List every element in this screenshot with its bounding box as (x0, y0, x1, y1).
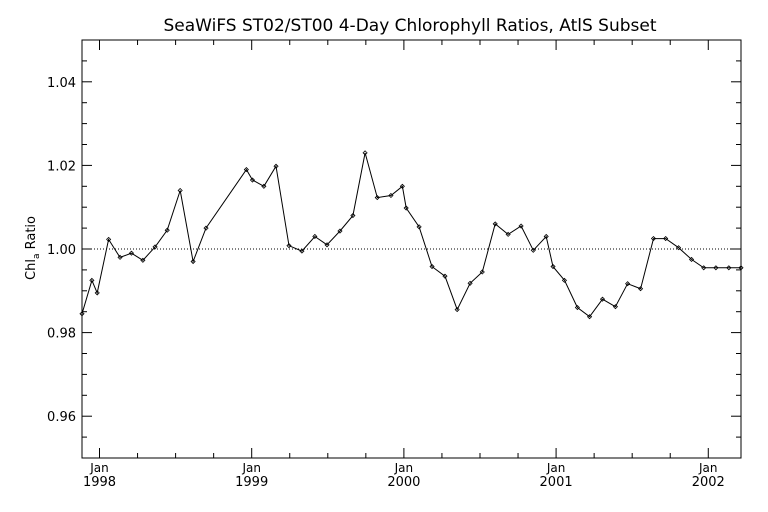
series-line (81, 152, 741, 318)
x-tick-year-label: 2002 (692, 475, 725, 490)
data-point (650, 235, 657, 242)
data-point (152, 244, 158, 250)
data-point (454, 307, 460, 313)
y-axis-label: Chla Ratio (24, 216, 42, 280)
data-point (106, 236, 112, 242)
data-point (243, 167, 249, 173)
plot-frame (81, 39, 742, 459)
data-point (550, 263, 556, 270)
data-point (177, 187, 183, 194)
data-point (117, 254, 123, 260)
data-point (89, 277, 95, 283)
data-point (561, 277, 568, 283)
data-point (518, 223, 524, 229)
data-point (587, 314, 593, 320)
data-point (492, 221, 498, 227)
data-point (286, 243, 292, 249)
data-point (625, 281, 631, 287)
data-point (324, 242, 330, 248)
data-point (312, 233, 318, 240)
x-tick-year-label: 2001 (540, 475, 573, 490)
data-point (688, 256, 695, 263)
data-point (663, 235, 669, 242)
data-point (128, 250, 135, 256)
x-tick-month-label: Jan (698, 461, 718, 475)
y-tick-label: 1.04 (47, 76, 76, 91)
data-point (337, 228, 343, 234)
data-point (164, 227, 170, 233)
data-point (94, 290, 100, 296)
data-point (637, 286, 644, 292)
data-point (676, 245, 682, 251)
data-point (530, 247, 536, 253)
data-point (203, 225, 209, 231)
data-point (612, 304, 619, 310)
data-point (249, 177, 256, 183)
data-point (261, 183, 267, 189)
data-point (374, 195, 380, 201)
data-point (599, 296, 606, 302)
x-tick-month-label: Jan (394, 461, 414, 475)
data-point (726, 265, 732, 271)
data-point (429, 263, 435, 270)
data-point (273, 163, 279, 169)
data-point (388, 192, 394, 199)
data-point (505, 231, 511, 237)
x-tick-month-label: Jan (546, 461, 566, 475)
x-tick-month-label: Jan (241, 461, 261, 475)
data-point (442, 273, 448, 279)
y-tick-label: 0.96 (47, 410, 76, 425)
y-tick-label: 1.02 (47, 159, 76, 174)
data-point (362, 150, 368, 156)
data-point (399, 183, 405, 189)
data-point (416, 224, 422, 230)
data-point (140, 257, 146, 263)
data-point (467, 280, 473, 286)
x-tick-year-label: 1998 (83, 475, 116, 490)
data-point (403, 205, 409, 211)
y-tick-label: 0.98 (47, 327, 76, 342)
chart-title: SeaWiFS ST02/ST00 4-Day Chlorophyll Rati… (164, 16, 657, 36)
data-point (350, 212, 356, 219)
data-point (701, 265, 707, 271)
data-point (479, 269, 485, 275)
data-point (299, 248, 305, 254)
data-point (713, 265, 719, 271)
y-tick-label: 1.00 (47, 243, 76, 258)
x-tick-year-label: 2000 (387, 475, 420, 490)
data-point (574, 304, 580, 311)
x-tick-year-label: 1999 (235, 475, 268, 490)
x-tick-month-label: Jan (89, 461, 109, 475)
data-point (543, 233, 549, 240)
data-point (190, 258, 196, 265)
